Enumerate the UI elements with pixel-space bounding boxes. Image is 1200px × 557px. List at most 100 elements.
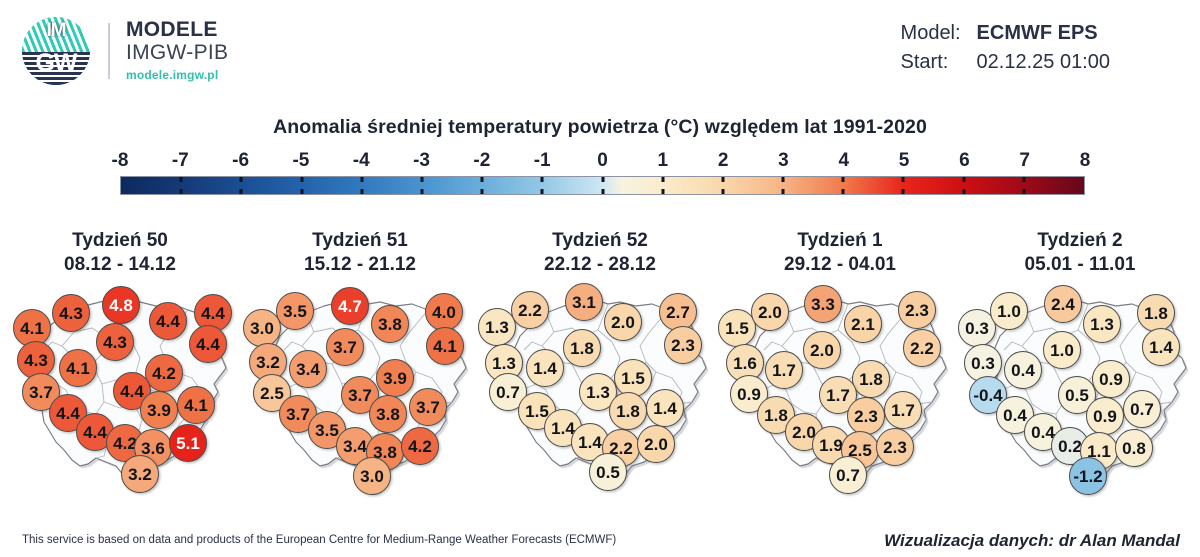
- colorbar-tickmark: [179, 177, 183, 182]
- colorbar-tickmark: [721, 177, 725, 182]
- colorbar-tickmark: [239, 177, 243, 182]
- anomaly-bubble: 0.4: [1004, 351, 1042, 389]
- anomaly-bubble: 2.0: [637, 425, 675, 463]
- start-label: Start:: [900, 51, 949, 73]
- anomaly-bubble: 3.9: [376, 359, 414, 397]
- model-label: Model:: [900, 22, 961, 44]
- anomaly-bubble: 3.8: [371, 305, 409, 343]
- anomaly-bubble: 0.9: [1086, 397, 1124, 435]
- colorbar: [120, 176, 1085, 195]
- poland-map: 1.5 2.0 3.3 2.1 2.3 2.0 2.2 1.6 1.7 1.8 0.9 1.7 1.8 2…: [718, 280, 960, 512]
- colorbar-tickmark: [601, 177, 604, 182]
- panel-date-range: 05.01 - 11.01: [1024, 254, 1136, 275]
- anomaly-bubble: 1.3: [579, 373, 617, 411]
- anomaly-bubble: 4.1: [59, 349, 97, 387]
- colorbar-tickmark: [360, 177, 364, 182]
- brand-site-url: modele.imgw.pl: [126, 68, 219, 83]
- colorbar-tickmark: [962, 177, 966, 182]
- anomaly-bubble: 2.1: [844, 305, 882, 343]
- anomaly-bubble: 1.5: [718, 309, 756, 347]
- colorbar-tickmark: [721, 189, 725, 194]
- colorbar-tick-4: 4: [838, 150, 850, 171]
- anomaly-bubble: 1.8: [563, 329, 601, 367]
- anomaly-bubble: 2.4: [1044, 285, 1082, 323]
- colorbar-tickmark: [901, 189, 905, 194]
- colorbar-tick-labels: -8 -7 -6 -5 -4 -3 -2 -1 0 1 2 3 4 5 6 7 8: [112, 150, 1091, 176]
- anomaly-bubble: 2.3: [664, 326, 702, 364]
- colorbar-tickmark: [781, 189, 785, 194]
- anomaly-bubble: 1.7: [765, 351, 803, 389]
- colorbar-tickmark: [841, 189, 845, 194]
- anomaly-bubble: 1.0: [990, 292, 1028, 330]
- map-panels: Tydzień 50 08.12 - 14.12 4.1 4.3 4.8 4.4 4.4 4.…: [0, 228, 1200, 518]
- colorbar-tickmark: [239, 189, 243, 194]
- panel-title: Tydzień 52: [552, 230, 648, 251]
- poland-map: 4.1 4.3 4.8 4.4 4.4 4.3 4.4 4.3 4.1 4.2 3.7 4.4 4.4 3…: [0, 280, 240, 512]
- logo-stripes-bottom: [22, 52, 90, 85]
- header-bar: IM GW MODELE IMGW-PIB modele.imgw.pl Mod…: [0, 0, 1200, 100]
- anomaly-bubble: 4.4: [49, 394, 87, 432]
- footer-attribution: This service is based on data and produc…: [22, 533, 617, 546]
- anomaly-bubble: 3.7: [409, 388, 447, 426]
- colorbar-tick--4: -4: [352, 150, 370, 171]
- anomaly-bubble: 1.3: [1083, 305, 1121, 343]
- anomaly-bubble: 1.7: [819, 376, 857, 414]
- colorbar-tick-1: 1: [657, 150, 669, 171]
- anomaly-bubble: 0.7: [489, 373, 527, 411]
- anomaly-bubble: 1.4: [1142, 328, 1180, 366]
- anomaly-bubble: 2.3: [847, 397, 885, 435]
- colorbar-tickmark: [962, 189, 966, 194]
- anomaly-bubble: 2.3: [898, 291, 936, 329]
- anomaly-bubble: 2.0: [803, 331, 841, 369]
- anomaly-bubble: 0.3: [958, 309, 996, 347]
- logo-text-im: IM: [46, 20, 66, 41]
- panel-title: Tydzień 50: [72, 230, 168, 251]
- colorbar-tickmark: [601, 189, 604, 194]
- anomaly-bubble: 4.0: [425, 293, 463, 331]
- anomaly-bubble: 0.2: [1051, 427, 1089, 465]
- poland-map: 1.3 2.2 3.1 2.0 2.7 1.8 2.3 1.3 1.4 1.5 0.7 1.3 1.5 1…: [478, 280, 720, 512]
- colorbar-tick--1: -1: [533, 150, 551, 171]
- colorbar-tickmark: [300, 189, 304, 194]
- anomaly-bubble: 5.1: [169, 424, 207, 462]
- map-panel-5: Tydzień 2 05.01 - 11.01 0.3 1.0 2.4 1.3 1.8 1.0…: [958, 228, 1200, 518]
- anomaly-bubble: 3.5: [308, 411, 346, 449]
- anomaly-bubble: -1.2: [1069, 457, 1107, 495]
- colorbar-tickmark: [1022, 189, 1026, 194]
- model-metadata: Model: ECMWF EPS Start: 02.12.25 01:00: [901, 19, 1110, 77]
- colorbar-tickmark: [841, 177, 845, 182]
- anomaly-bubble: 1.4: [526, 349, 564, 387]
- anomaly-bubble: 0.7: [829, 456, 867, 494]
- poland-map: 0.3 1.0 2.4 1.3 1.8 1.0 1.4 0.3 0.4 0.9 -0.4 0.5 0.4…: [958, 280, 1200, 512]
- colorbar-tick-7: 7: [1019, 150, 1030, 171]
- panel-title: Tydzień 1: [797, 230, 883, 251]
- anomaly-bubble: 3.1: [565, 283, 603, 321]
- colorbar-tick-6: 6: [959, 150, 970, 171]
- anomaly-bubble: 4.7: [331, 287, 369, 325]
- imgw-circle-logo-icon: IM GW: [22, 17, 90, 85]
- colorbar-tickmark: [661, 189, 665, 194]
- map-panel-4: Tydzień 1 29.12 - 04.01 1.5 2.0 3.3 2.1 2.3 2.0…: [718, 228, 960, 518]
- anomaly-bubble: 4.2: [145, 354, 183, 392]
- anomaly-bubble: 4.1: [426, 327, 464, 365]
- start-row: Start: 02.12.25 01:00: [901, 48, 1110, 77]
- anomaly-bubble: 2.2: [903, 329, 941, 367]
- colorbar-tick-0: 0: [597, 150, 608, 171]
- colorbar-tick-2: 2: [717, 150, 729, 171]
- anomaly-bubble: 3.3: [804, 285, 842, 323]
- colorbar-widget: -8 -7 -6 -5 -4 -3 -2 -1 0 1 2 3 4 5 6 7 8: [112, 150, 1091, 195]
- anomaly-bubble: 4.2: [401, 427, 439, 465]
- start-value: 02.12.25 01:00: [976, 51, 1110, 73]
- colorbar-tickmark: [420, 177, 424, 182]
- anomaly-bubble: 3.0: [353, 457, 391, 495]
- colorbar-tickmark: [901, 177, 905, 182]
- anomaly-bubble: 1.7: [884, 391, 922, 429]
- anomaly-bubble: 2.2: [511, 291, 549, 329]
- anomaly-bubble: 0.8: [1115, 429, 1153, 467]
- colorbar-tick-8: 8: [1079, 150, 1091, 171]
- anomaly-bubble: 1.5: [614, 359, 652, 397]
- anomaly-bubble: 2.0: [604, 303, 642, 341]
- panel-title: Tydzień 2: [1037, 230, 1123, 251]
- anomaly-bubble: 1.8: [852, 360, 890, 398]
